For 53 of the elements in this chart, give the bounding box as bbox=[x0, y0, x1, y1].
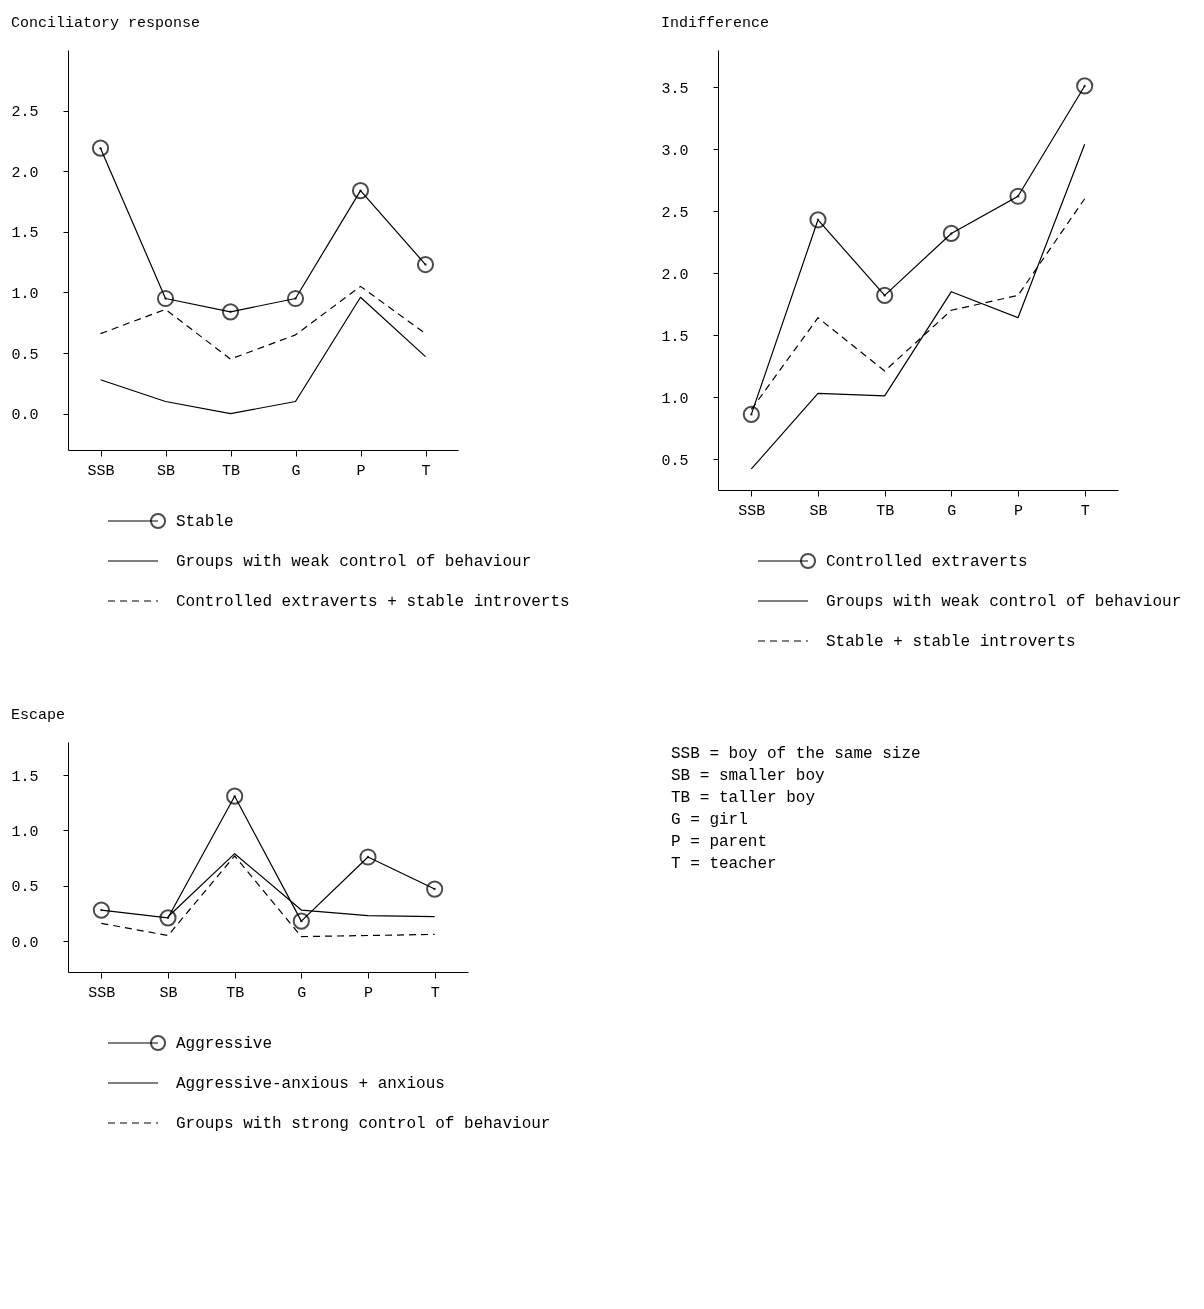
y-tick-label: 2.0 bbox=[11, 164, 39, 182]
x-tick-label: G bbox=[291, 462, 301, 480]
y-tick-label: 3.5 bbox=[661, 80, 689, 98]
x-tick-label: SB bbox=[809, 502, 828, 520]
x-tick-label: G bbox=[297, 984, 307, 1002]
x-tick-label: SSB bbox=[87, 462, 115, 480]
y-tick-label: 1.0 bbox=[11, 285, 39, 303]
legend-label: Groups with weak control of behaviour bbox=[826, 593, 1182, 611]
x-tick-label: SSB bbox=[88, 984, 116, 1002]
x-tick-label: T bbox=[430, 984, 440, 1002]
legend-label: Controlled extraverts bbox=[826, 553, 1028, 571]
legend-label: Stable bbox=[176, 513, 234, 531]
x-tick-label: SB bbox=[159, 984, 178, 1002]
text: TB = taller boy bbox=[671, 789, 816, 807]
x-tick-label: P bbox=[356, 462, 366, 480]
x-tick-label: G bbox=[947, 502, 957, 520]
text: P = parent bbox=[671, 833, 768, 851]
x-tick-label: T bbox=[1080, 502, 1090, 520]
x-tick-label: P bbox=[363, 984, 374, 1002]
x-tick-label: TB bbox=[876, 502, 895, 520]
y-tick-label: 0.5 bbox=[661, 452, 689, 470]
text: SB = smaller boy bbox=[671, 767, 826, 785]
y-tick-label: 0.5 bbox=[11, 879, 39, 897]
legend-label: Aggressive bbox=[176, 1035, 273, 1053]
y-tick-label: 1.5 bbox=[11, 768, 39, 786]
y-tick-label: 3.0 bbox=[661, 142, 689, 160]
x-tick-label: SB bbox=[156, 462, 176, 480]
chart-title: Escape bbox=[11, 707, 66, 724]
x-tick-label: TB bbox=[226, 984, 245, 1002]
y-tick-label: 1.5 bbox=[661, 328, 689, 346]
text: G = girl bbox=[671, 811, 748, 829]
y-tick-label: 2.5 bbox=[661, 204, 689, 222]
legend-label: Aggressive-anxious + anxious bbox=[176, 1075, 445, 1093]
x-tick-label: T bbox=[421, 462, 431, 480]
x-tick-label: SSB bbox=[738, 502, 766, 520]
y-tick-label: 0.5 bbox=[11, 346, 39, 364]
text: SSB = boy of the same size bbox=[671, 745, 921, 763]
x-tick-label: P bbox=[1013, 502, 1024, 520]
y-tick-label: 1.0 bbox=[11, 823, 39, 841]
y-tick-label: 1.5 bbox=[11, 225, 39, 243]
y-tick-label: 0.0 bbox=[11, 407, 39, 425]
y-tick-label: 1.0 bbox=[661, 390, 689, 408]
legend-label: Stable + stable introverts bbox=[826, 633, 1076, 651]
chart-title: Indifference bbox=[661, 15, 770, 32]
legend-label: Groups with strong control of behaviour bbox=[176, 1115, 551, 1133]
y-tick-label: 2.5 bbox=[11, 104, 39, 122]
x-tick-label: TB bbox=[221, 462, 241, 480]
legend-label: Controlled extraverts + stable introverts bbox=[176, 593, 570, 611]
legend-label: Groups with weak control of behaviour bbox=[176, 553, 532, 571]
chart-title: Conciliatory response bbox=[11, 15, 201, 32]
y-tick-label: 0.0 bbox=[11, 934, 39, 952]
y-tick-label: 2.0 bbox=[661, 266, 689, 284]
text: T = teacher bbox=[671, 855, 777, 873]
